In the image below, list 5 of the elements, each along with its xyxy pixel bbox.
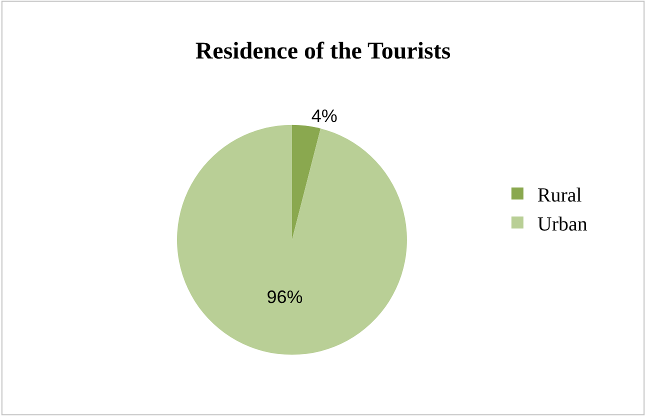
legend-label: Rural — [537, 184, 582, 206]
data-label: 96% — [266, 286, 303, 307]
legend-label: Urban — [537, 213, 588, 236]
data-label: 4% — [311, 106, 338, 126]
chart-title: Residence of the Tourists — [195, 38, 451, 64]
